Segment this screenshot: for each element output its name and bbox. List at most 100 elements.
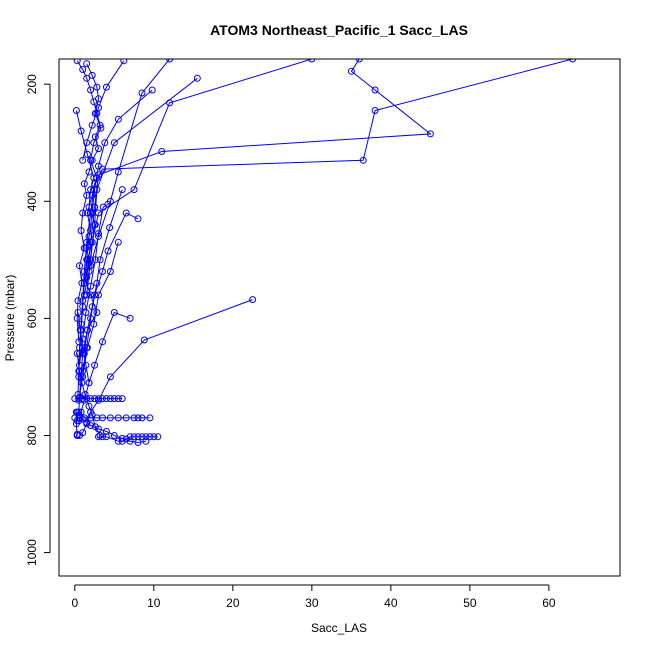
- y-tick-label: 200: [25, 74, 39, 94]
- data-point: [88, 303, 96, 311]
- data-point: [76, 326, 84, 334]
- data-point: [371, 107, 379, 114]
- data-point: [101, 139, 109, 147]
- data-point: [106, 224, 114, 232]
- data-point: [87, 282, 95, 290]
- series-line: [82, 212, 139, 372]
- series-19: [95, 433, 162, 445]
- series-line: [78, 89, 153, 377]
- data-point: [82, 309, 90, 316]
- data-point: [85, 379, 93, 387]
- data-point: [76, 367, 83, 375]
- data-point: [148, 86, 156, 94]
- data-point: [79, 415, 87, 423]
- data-point: [74, 309, 82, 316]
- data-point: [96, 432, 104, 439]
- data-point: [91, 221, 99, 229]
- data-point: [82, 361, 90, 369]
- data-point: [130, 433, 138, 441]
- data-point: [114, 238, 122, 246]
- series-22: [74, 309, 93, 387]
- data-point: [91, 256, 99, 264]
- series-line: [90, 59, 170, 266]
- data-point: [569, 59, 577, 63]
- series-line: [78, 242, 119, 401]
- data-point: [77, 227, 85, 235]
- data-point: [79, 66, 87, 73]
- data-point: [114, 414, 122, 422]
- series-6: [83, 59, 434, 281]
- data-point: [347, 67, 355, 75]
- data-point: [73, 350, 81, 357]
- data-point: [95, 171, 102, 179]
- data-point: [87, 86, 95, 94]
- y-tick-label: 400: [25, 191, 39, 211]
- data-point: [83, 256, 91, 264]
- series-17: [71, 395, 126, 403]
- data-point: [104, 247, 112, 255]
- data-point: [95, 104, 102, 112]
- data-point: [96, 256, 104, 264]
- data-point: [110, 139, 118, 147]
- data-point: [87, 262, 95, 270]
- data-point: [102, 427, 110, 435]
- data-point: [91, 423, 99, 431]
- data-point: [102, 395, 110, 403]
- data-point: [130, 414, 138, 422]
- data-point: [134, 439, 142, 446]
- series-line: [79, 299, 253, 436]
- series-13: [79, 209, 142, 375]
- series-line: [76, 411, 146, 444]
- data-point: [83, 273, 91, 281]
- y-tick-label: 800: [25, 425, 39, 445]
- data-point: [96, 121, 104, 129]
- data-point: [166, 59, 174, 63]
- data-point: [83, 60, 91, 68]
- data-point: [99, 338, 106, 346]
- data-point: [87, 156, 95, 164]
- data-point: [126, 433, 134, 441]
- data-point: [87, 395, 95, 403]
- data-point: [134, 215, 142, 223]
- data-point: [142, 433, 150, 441]
- data-point: [106, 414, 114, 422]
- plot-frame: [58, 58, 621, 577]
- data-point: [79, 209, 87, 217]
- data-point: [134, 414, 142, 422]
- series-10: [76, 296, 257, 439]
- data-point: [150, 433, 158, 441]
- series-5: [79, 59, 577, 305]
- data-point: [76, 350, 83, 357]
- data-point: [72, 107, 80, 114]
- data-point: [91, 291, 99, 299]
- data-point: [102, 433, 110, 441]
- data-point: [78, 279, 86, 287]
- series-16: [79, 59, 128, 164]
- data-point: [78, 379, 86, 387]
- data-point: [371, 86, 379, 94]
- data-point: [102, 83, 110, 91]
- series-7: [80, 59, 316, 299]
- data-point: [95, 145, 102, 153]
- data-point: [91, 203, 99, 211]
- data-point: [74, 297, 82, 305]
- data-point: [91, 395, 99, 403]
- data-point: [99, 165, 106, 173]
- data-point: [80, 291, 88, 299]
- x-axis: 0 10 20 30 40 50 60: [71, 584, 556, 610]
- data-point: [110, 395, 118, 403]
- data-point: [106, 373, 114, 381]
- data-point: [93, 186, 101, 194]
- data-point: [122, 209, 130, 217]
- data-point: [88, 71, 96, 79]
- data-point: [114, 395, 122, 403]
- series-line: [82, 59, 573, 301]
- data-point: [110, 309, 118, 316]
- data-point: [126, 314, 134, 322]
- data-point: [85, 402, 93, 410]
- data-point: [193, 74, 201, 82]
- data-point: [88, 121, 96, 129]
- series-line: [75, 412, 78, 436]
- data-point: [140, 336, 148, 344]
